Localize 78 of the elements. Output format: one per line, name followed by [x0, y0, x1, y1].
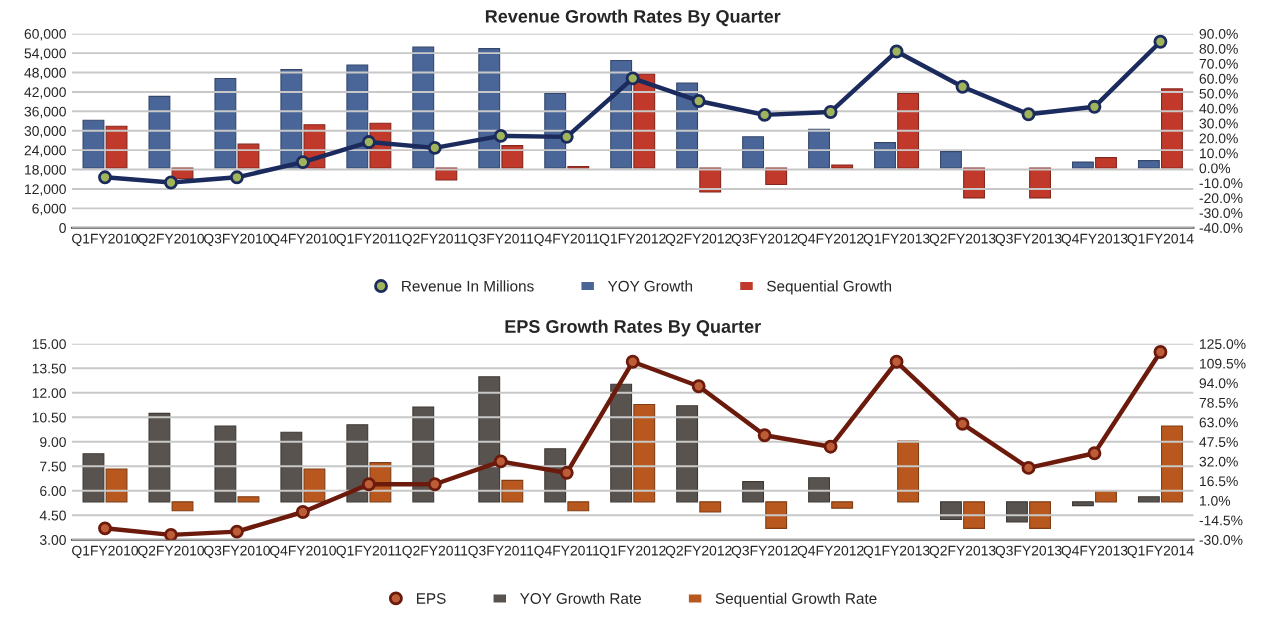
bar — [940, 501, 962, 521]
point — [164, 527, 178, 540]
point — [295, 505, 310, 519]
chart-title: EPS Growth Rates By Quarter — [505, 319, 761, 337]
bar — [303, 468, 326, 503]
bar — [808, 128, 831, 169]
bar — [237, 143, 260, 169]
point — [559, 129, 574, 144]
point — [757, 428, 772, 443]
bar — [1137, 160, 1160, 169]
bar — [765, 167, 788, 186]
bar — [501, 145, 524, 169]
point — [229, 524, 244, 539]
point — [889, 354, 904, 369]
point — [493, 454, 508, 469]
bar — [105, 468, 128, 503]
bar — [963, 167, 986, 199]
bar — [742, 481, 765, 503]
bar — [237, 496, 260, 503]
bar — [1071, 161, 1094, 169]
bar — [171, 501, 194, 512]
point — [625, 71, 640, 86]
point — [757, 107, 772, 122]
bar — [1029, 167, 1051, 199]
bar — [633, 403, 656, 503]
bar — [831, 501, 854, 509]
bar — [808, 477, 831, 503]
bar — [940, 151, 962, 169]
bar — [82, 119, 105, 169]
point — [427, 140, 442, 155]
point — [1087, 446, 1102, 461]
bar — [1095, 157, 1117, 169]
bar — [214, 77, 237, 169]
point — [823, 105, 838, 119]
point — [1153, 34, 1168, 49]
point — [559, 465, 574, 480]
point — [98, 521, 112, 536]
point — [164, 175, 178, 190]
bar — [82, 453, 105, 503]
point — [1021, 460, 1036, 475]
point — [625, 354, 640, 369]
bar — [963, 501, 986, 529]
bar — [148, 412, 171, 503]
point — [1087, 99, 1102, 114]
bar — [897, 92, 920, 169]
point — [691, 379, 706, 394]
bar — [742, 136, 765, 169]
point — [1153, 345, 1168, 359]
point — [361, 135, 376, 149]
chart-title: Revenue Growth Rates By Quarter — [485, 9, 781, 27]
point — [295, 155, 310, 170]
bar — [435, 167, 458, 181]
bar — [676, 405, 699, 503]
point — [493, 128, 508, 143]
bar — [567, 501, 590, 512]
bar — [1006, 501, 1028, 523]
bar — [765, 501, 788, 529]
bar — [1029, 501, 1051, 529]
bar — [280, 431, 303, 503]
bar — [699, 501, 722, 513]
bar — [897, 440, 920, 503]
bar — [1161, 425, 1183, 503]
point — [955, 79, 970, 94]
point — [691, 94, 706, 108]
point — [955, 416, 970, 431]
bar — [1137, 496, 1160, 503]
point — [229, 170, 244, 185]
bar — [214, 425, 237, 503]
bar — [1161, 88, 1183, 169]
point — [823, 439, 838, 454]
point — [427, 477, 442, 492]
bar — [874, 142, 896, 169]
bar — [105, 125, 128, 169]
point — [98, 170, 112, 185]
point — [1021, 107, 1036, 122]
point — [361, 477, 376, 492]
bar — [148, 95, 171, 169]
point — [889, 44, 904, 59]
